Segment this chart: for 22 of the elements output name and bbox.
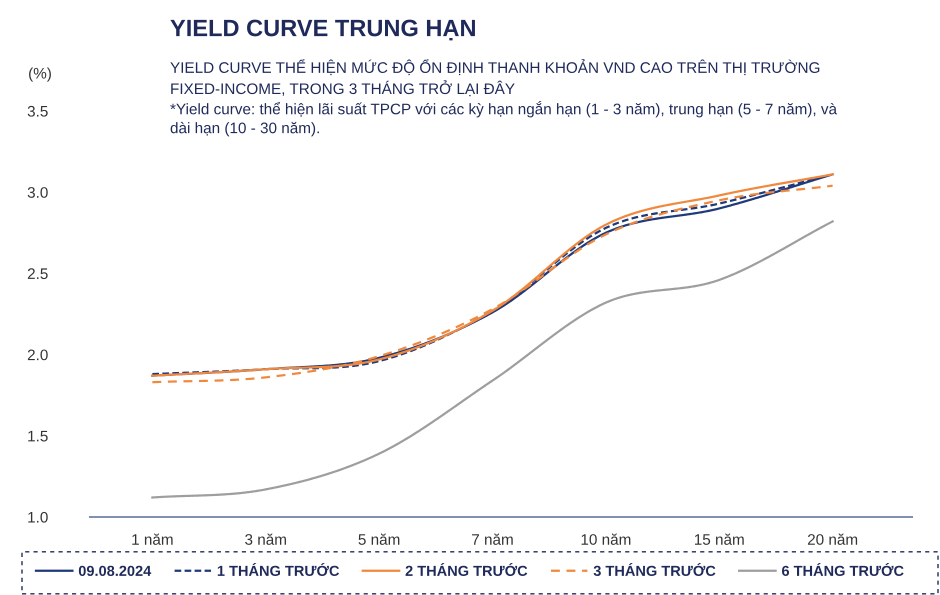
y-axis-title: (%) [29, 67, 51, 82]
y-tick-label: 3.0 [28, 187, 48, 198]
x-tick-label: 7 năm [472, 533, 513, 545]
x-tick-label: 20 năm [808, 533, 858, 545]
y-tick-label: 2.5 [28, 268, 48, 280]
x-tick-label: 15 năm [694, 533, 744, 545]
y-tick-label: 2.0 [28, 349, 48, 360]
x-tick-label: 1 năm [132, 533, 173, 545]
chart-subtitle: YIELD CURVE THỂ HIỆN MỨC ĐỘ ỔN ĐỊNH THANH KHOẢN VND CAO TRÊN THỊ TRƯỜNG FIXED-INCOME, TRONG 3 THÁNG TRỞ LẠI ĐÂY [170, 59, 820, 96]
annotation: *Yield curve: thể hiện lãi suất TPCP với các kỳ hạn ngắn hạn (1 - 3 năm), trung hạn (5 - 7 năm), và dài hạn (10 - 30 năm). [170, 101, 838, 136]
legend-label: 3 THÁNG TRƯỚC [594, 562, 716, 576]
x-tick-label: 3 năm [245, 533, 286, 545]
x-tick-label: 5 năm [358, 533, 400, 545]
legend-label: 2 THÁNG TRƯỚC [406, 562, 528, 576]
legend-label: 6 THÁNG TRƯỚC [782, 562, 904, 576]
x-tick-label: 10 năm [582, 533, 630, 545]
y-tick-label: 3.5 [28, 106, 48, 117]
chart-title: YIELD CURVE TRUNG HẠN [170, 20, 475, 40]
legend-label: 1 THÁNG TRƯỚC [218, 562, 340, 576]
y-tick-label: 1.0 [28, 512, 48, 523]
y-tick-label: 1.5 [28, 430, 48, 442]
legend-label: 09.08.2024 [78, 566, 152, 576]
